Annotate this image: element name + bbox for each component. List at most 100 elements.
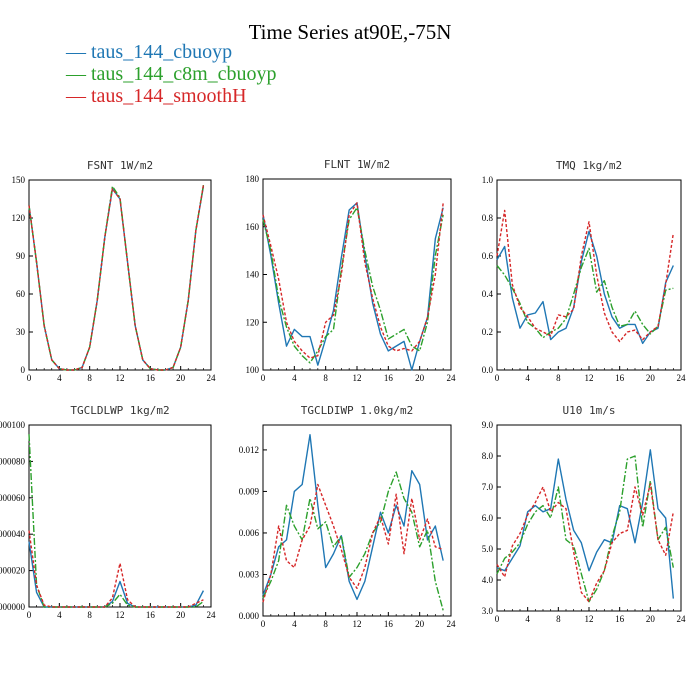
tgcldiwp-ytick-label: 0.012 <box>239 445 259 455</box>
tgcldiwp-xtick-label: 4 <box>292 619 297 629</box>
flnt-xtick-label: 20 <box>415 373 425 383</box>
tgcldlwp-title: TGCLDLWP 1kg/m2 <box>70 404 169 417</box>
u10-xtick-label: 8 <box>556 614 561 624</box>
tgcldlwp-ytick-label: 0.000100 <box>0 420 26 430</box>
tmq-ytick-label: 0.8 <box>482 213 494 223</box>
flnt-series-1 <box>262 202 444 371</box>
tgcldiwp-xtick-label: 8 <box>323 619 328 629</box>
fsnt-xtick-label: 16 <box>146 373 156 383</box>
panel-tmq: TMQ 1kg/m2 0 4 8 12 16 20 24 0.0 0.2 0.4 0.6 0.8 1.0 <box>482 159 686 383</box>
flnt-xtick-label: 0 <box>261 373 266 383</box>
u10-xtick-label: 16 <box>615 614 625 624</box>
fsnt-frame <box>28 179 212 371</box>
flnt-ytick-label: 140 <box>246 270 260 280</box>
tgcldlwp-ytick-label: 0.000020 <box>0 566 26 576</box>
panel-fsnt: FSNT 1W/m2 0 4 8 12 16 20 24 0 30 60 90 120 150 <box>12 159 217 383</box>
u10-series-1 <box>496 449 675 599</box>
legend-item-2: — taus_144_c8m_cbuoyp <box>66 63 277 85</box>
tmq-ytick-label: 0.6 <box>482 251 494 261</box>
flnt-ytick-label: 120 <box>246 317 260 327</box>
tmq-ytick-label: 0.4 <box>482 289 494 299</box>
tgcldiwp-xtick-label: 0 <box>261 619 266 629</box>
u10-ytick-label: 7.0 <box>482 482 494 492</box>
tmq-ytick-label: 0.2 <box>482 327 493 337</box>
flnt-xtick-label: 16 <box>384 373 394 383</box>
tgcldlwp-ytick-label: 0.000040 <box>0 529 26 539</box>
flnt-title: FLNT 1W/m2 <box>324 158 390 171</box>
u10-ytick-label: 5.0 <box>482 544 494 554</box>
panel-flnt: FLNT 1W/m2 0 4 8 12 16 20 24 100 120 140 160 180 <box>246 158 457 383</box>
flnt-series-2 <box>262 206 444 364</box>
tgcldiwp-series-1 <box>262 433 444 601</box>
u10-series-2 <box>496 455 675 603</box>
tgcldiwp-ytick-label: 0.006 <box>239 528 260 538</box>
tmq-series-2 <box>496 247 674 339</box>
tgcldiwp-ytick-label: 0.003 <box>239 569 260 579</box>
flnt-ytick-label: 160 <box>246 222 260 232</box>
panel-tgcldlwp: TGCLDLWP 1kg/m2 0 4 8 12 16 20 24 0.000000 0.0000… <box>0 404 216 620</box>
tgcldlwp-xtick-label: 24 <box>207 610 217 620</box>
fsnt-series-1 <box>28 186 205 371</box>
fsnt-ytick-label: 30 <box>16 327 26 337</box>
tgcldlwp-ytick-label: 0.000060 <box>0 493 26 503</box>
u10-xtick-label: 0 <box>495 614 500 624</box>
tgcldlwp-xtick-label: 20 <box>176 610 186 620</box>
fsnt-xtick-label: 4 <box>57 373 62 383</box>
tgcldiwp-series-3 <box>262 483 444 603</box>
u10-ytick-label: 4.0 <box>482 575 494 585</box>
u10-ytick-label: 6.0 <box>482 513 494 523</box>
tmq-xtick-label: 12 <box>585 373 594 383</box>
u10-ytick-label: 3.0 <box>482 606 494 616</box>
tgcldlwp-series-1 <box>28 541 205 608</box>
fsnt-xtick-label: 24 <box>207 373 217 383</box>
tgcldlwp-xtick-label: 4 <box>57 610 62 620</box>
tgcldlwp-ytick-label: 0.000080 <box>0 456 26 466</box>
tmq-series-3 <box>496 209 675 343</box>
legend-label-2: taus_144_c8m_cbuoyp <box>91 63 277 85</box>
u10-xtick-label: 12 <box>585 614 594 624</box>
legend-item-1: — taus_144_cbuoyp <box>66 41 233 63</box>
fsnt-series-3 <box>28 184 205 371</box>
tgcldiwp-xtick-label: 24 <box>447 619 457 629</box>
u10-ytick-label: 8.0 <box>482 451 494 461</box>
tgcldiwp-ytick-label: 0.000 <box>239 611 260 621</box>
legend-label-3: taus_144_smoothH <box>91 85 247 107</box>
tgcldlwp-xtick-label: 8 <box>87 610 92 620</box>
fsnt-title: FSNT 1W/m2 <box>87 159 153 172</box>
tgcldlwp-series-3 <box>28 530 204 608</box>
fsnt-xtick-label: 0 <box>27 373 32 383</box>
tgcldlwp-ytick-label: 0.000000 <box>0 602 26 612</box>
legend: — taus_144_cbuoyp — taus_144_c8m_cbuoyp … <box>66 41 277 107</box>
tgcldlwp-xtick-label: 16 <box>146 610 156 620</box>
tmq-xtick-label: 16 <box>615 373 625 383</box>
flnt-xtick-label: 24 <box>447 373 457 383</box>
tmq-xtick-label: 24 <box>677 373 687 383</box>
tmq-series-1 <box>496 230 674 345</box>
tmq-frame <box>496 179 682 371</box>
tgcldlwp-frame <box>28 424 212 608</box>
tgcldiwp-ytick-label: 0.009 <box>239 486 260 496</box>
panel-u10: U10 1m/s 0 4 8 12 16 20 24 3.0 4.0 5.0 6.0 7.0 8.0 9.0 <box>482 404 686 624</box>
tmq-ytick-label: 1.0 <box>482 175 494 185</box>
panel-tgcldiwp: TGCLDIWP 1.0kg/m2 0 4 8 12 16 20 24 0.000 0.003 0.… <box>239 404 456 629</box>
tmq-xtick-label: 4 <box>525 373 530 383</box>
figure-title: Time Series at90E,-75N <box>248 20 452 44</box>
fsnt-xtick-label: 8 <box>87 373 92 383</box>
u10-frame <box>496 424 682 612</box>
u10-xtick-label: 20 <box>646 614 656 624</box>
u10-xtick-label: 4 <box>525 614 530 624</box>
fsnt-ytick-label: 60 <box>16 289 26 299</box>
u10-ytick-label: 9.0 <box>482 420 494 430</box>
flnt-ytick-label: 100 <box>246 365 260 375</box>
tgcldiwp-xtick-label: 20 <box>415 619 425 629</box>
fsnt-xtick-label: 20 <box>176 373 186 383</box>
fsnt-series-2 <box>28 184 205 371</box>
u10-series-3 <box>496 483 675 603</box>
tgcldiwp-xtick-label: 12 <box>353 619 362 629</box>
legend-label-1: taus_144_cbuoyp <box>91 41 233 63</box>
u10-xtick-label: 24 <box>677 614 687 624</box>
tgcldlwp-xtick-label: 0 <box>27 610 32 620</box>
tmq-ytick-label: 0.0 <box>482 365 494 375</box>
fsnt-xtick-label: 12 <box>116 373 125 383</box>
